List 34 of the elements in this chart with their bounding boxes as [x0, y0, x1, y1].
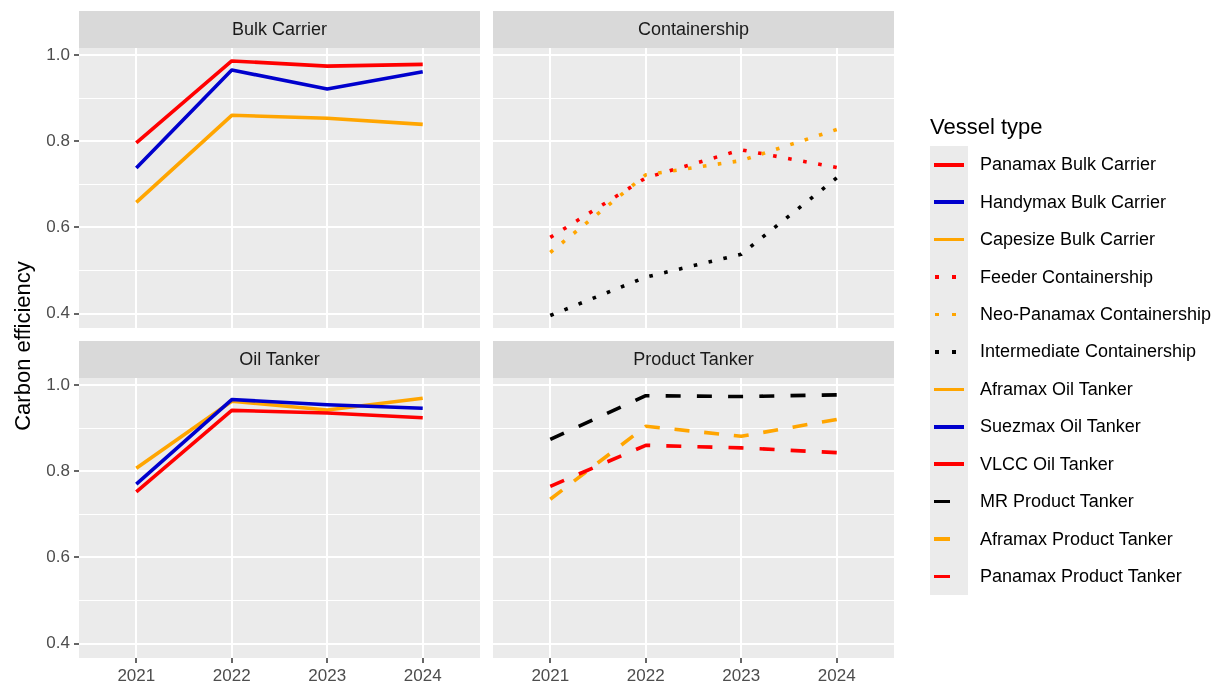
legend-label: Aframax Product Tanker [980, 528, 1173, 550]
x-tick-label: 2022 [626, 665, 665, 685]
x-tick-label: 2023 [308, 665, 347, 685]
legend-label: Panamax Product Tanker [980, 566, 1182, 588]
y-tick-label: 1.0 [46, 374, 70, 394]
x-tick-label: 2021 [117, 665, 156, 685]
legend-label: Feeder Containership [980, 266, 1154, 288]
legend-label: Intermediate Containership [980, 341, 1197, 363]
y-tick-label: 1.0 [46, 44, 70, 64]
x-tick-label: 2024 [403, 665, 442, 685]
chart-title: Containership [493, 11, 894, 48]
legend-label: VLCC Oil Tanker [980, 453, 1114, 475]
legend-label: Panamax Bulk Carrier [980, 154, 1157, 176]
y-tick-label: 0.6 [46, 547, 70, 567]
legend-label: MR Product Tanker [980, 491, 1134, 513]
y-tick-label: 0.4 [46, 303, 70, 323]
y-tick-label: 0.4 [46, 633, 70, 653]
legend-label: Aframax Oil Tanker [980, 378, 1133, 400]
legend-label: Neo-Panamax Containership [980, 303, 1212, 325]
legend-label: Handymax Bulk Carrier [980, 191, 1167, 213]
y-tick-label: 0.6 [46, 217, 70, 237]
chart-title: Product Tanker [493, 341, 894, 378]
chart-title: Bulk Carrier [79, 11, 480, 48]
x-tick-label: 2021 [531, 665, 570, 685]
legend-label: Suezmax Oil Tanker [980, 416, 1141, 438]
chart-title: Oil Tanker [79, 341, 480, 378]
y-tick-label: 0.8 [46, 130, 70, 150]
legend-label: Capesize Bulk Carrier [980, 229, 1156, 251]
x-tick-label: 2022 [212, 665, 251, 685]
x-tick-label: 2024 [817, 665, 856, 685]
y-tick-label: 0.8 [46, 460, 70, 480]
y-axis-title: Carbon efficiency [10, 261, 36, 431]
legend-title: Vessel type [930, 113, 1044, 141]
x-tick-label: 2023 [722, 665, 761, 685]
